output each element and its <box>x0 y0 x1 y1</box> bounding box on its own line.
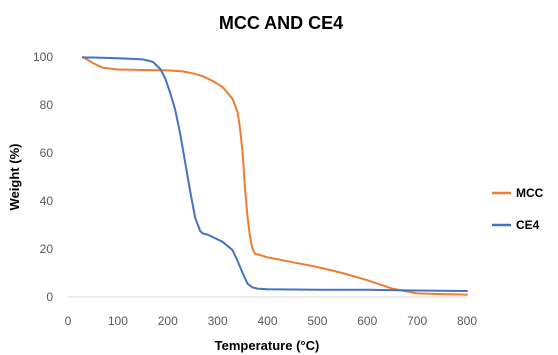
series-group <box>82 56 468 296</box>
y-tick-label: 80 <box>40 98 54 112</box>
legend-label-mcc: MCC <box>516 186 544 200</box>
x-tick-label: 500 <box>307 314 327 328</box>
y-tick-label: 100 <box>33 50 53 64</box>
x-ticks-group: 0 100 200 300 400 500 600 700 800 <box>65 314 478 328</box>
x-tick-label: 800 <box>457 314 477 328</box>
y-axis-title: Weight (%) <box>7 144 22 211</box>
x-tick-label: 0 <box>65 314 72 328</box>
x-tick-label: 200 <box>158 314 178 328</box>
x-tick-label: 600 <box>357 314 377 328</box>
chart-title: MCC AND CE4 <box>219 13 343 33</box>
x-tick-label: 300 <box>208 314 228 328</box>
x-axis-title: Temperature (°C) <box>215 338 320 353</box>
axes-group: 0 100 200 300 400 500 600 700 800 0 20 40 60 80 100 <box>33 50 477 328</box>
y-tick-label: 60 <box>40 146 54 160</box>
y-tick-label: 20 <box>40 242 54 256</box>
legend: MCC CE4 <box>492 186 544 232</box>
x-tick-label: 400 <box>257 314 277 328</box>
legend-label-ce4: CE4 <box>516 218 540 232</box>
x-tick-label: 700 <box>407 314 427 328</box>
y-tick-label: 40 <box>40 194 54 208</box>
series-line-mcc <box>82 56 468 296</box>
series-line-ce4 <box>82 56 468 292</box>
y-ticks-group: 0 20 40 60 80 100 <box>33 50 53 304</box>
x-tick-label: 100 <box>108 314 128 328</box>
y-tick-label: 0 <box>46 290 53 304</box>
